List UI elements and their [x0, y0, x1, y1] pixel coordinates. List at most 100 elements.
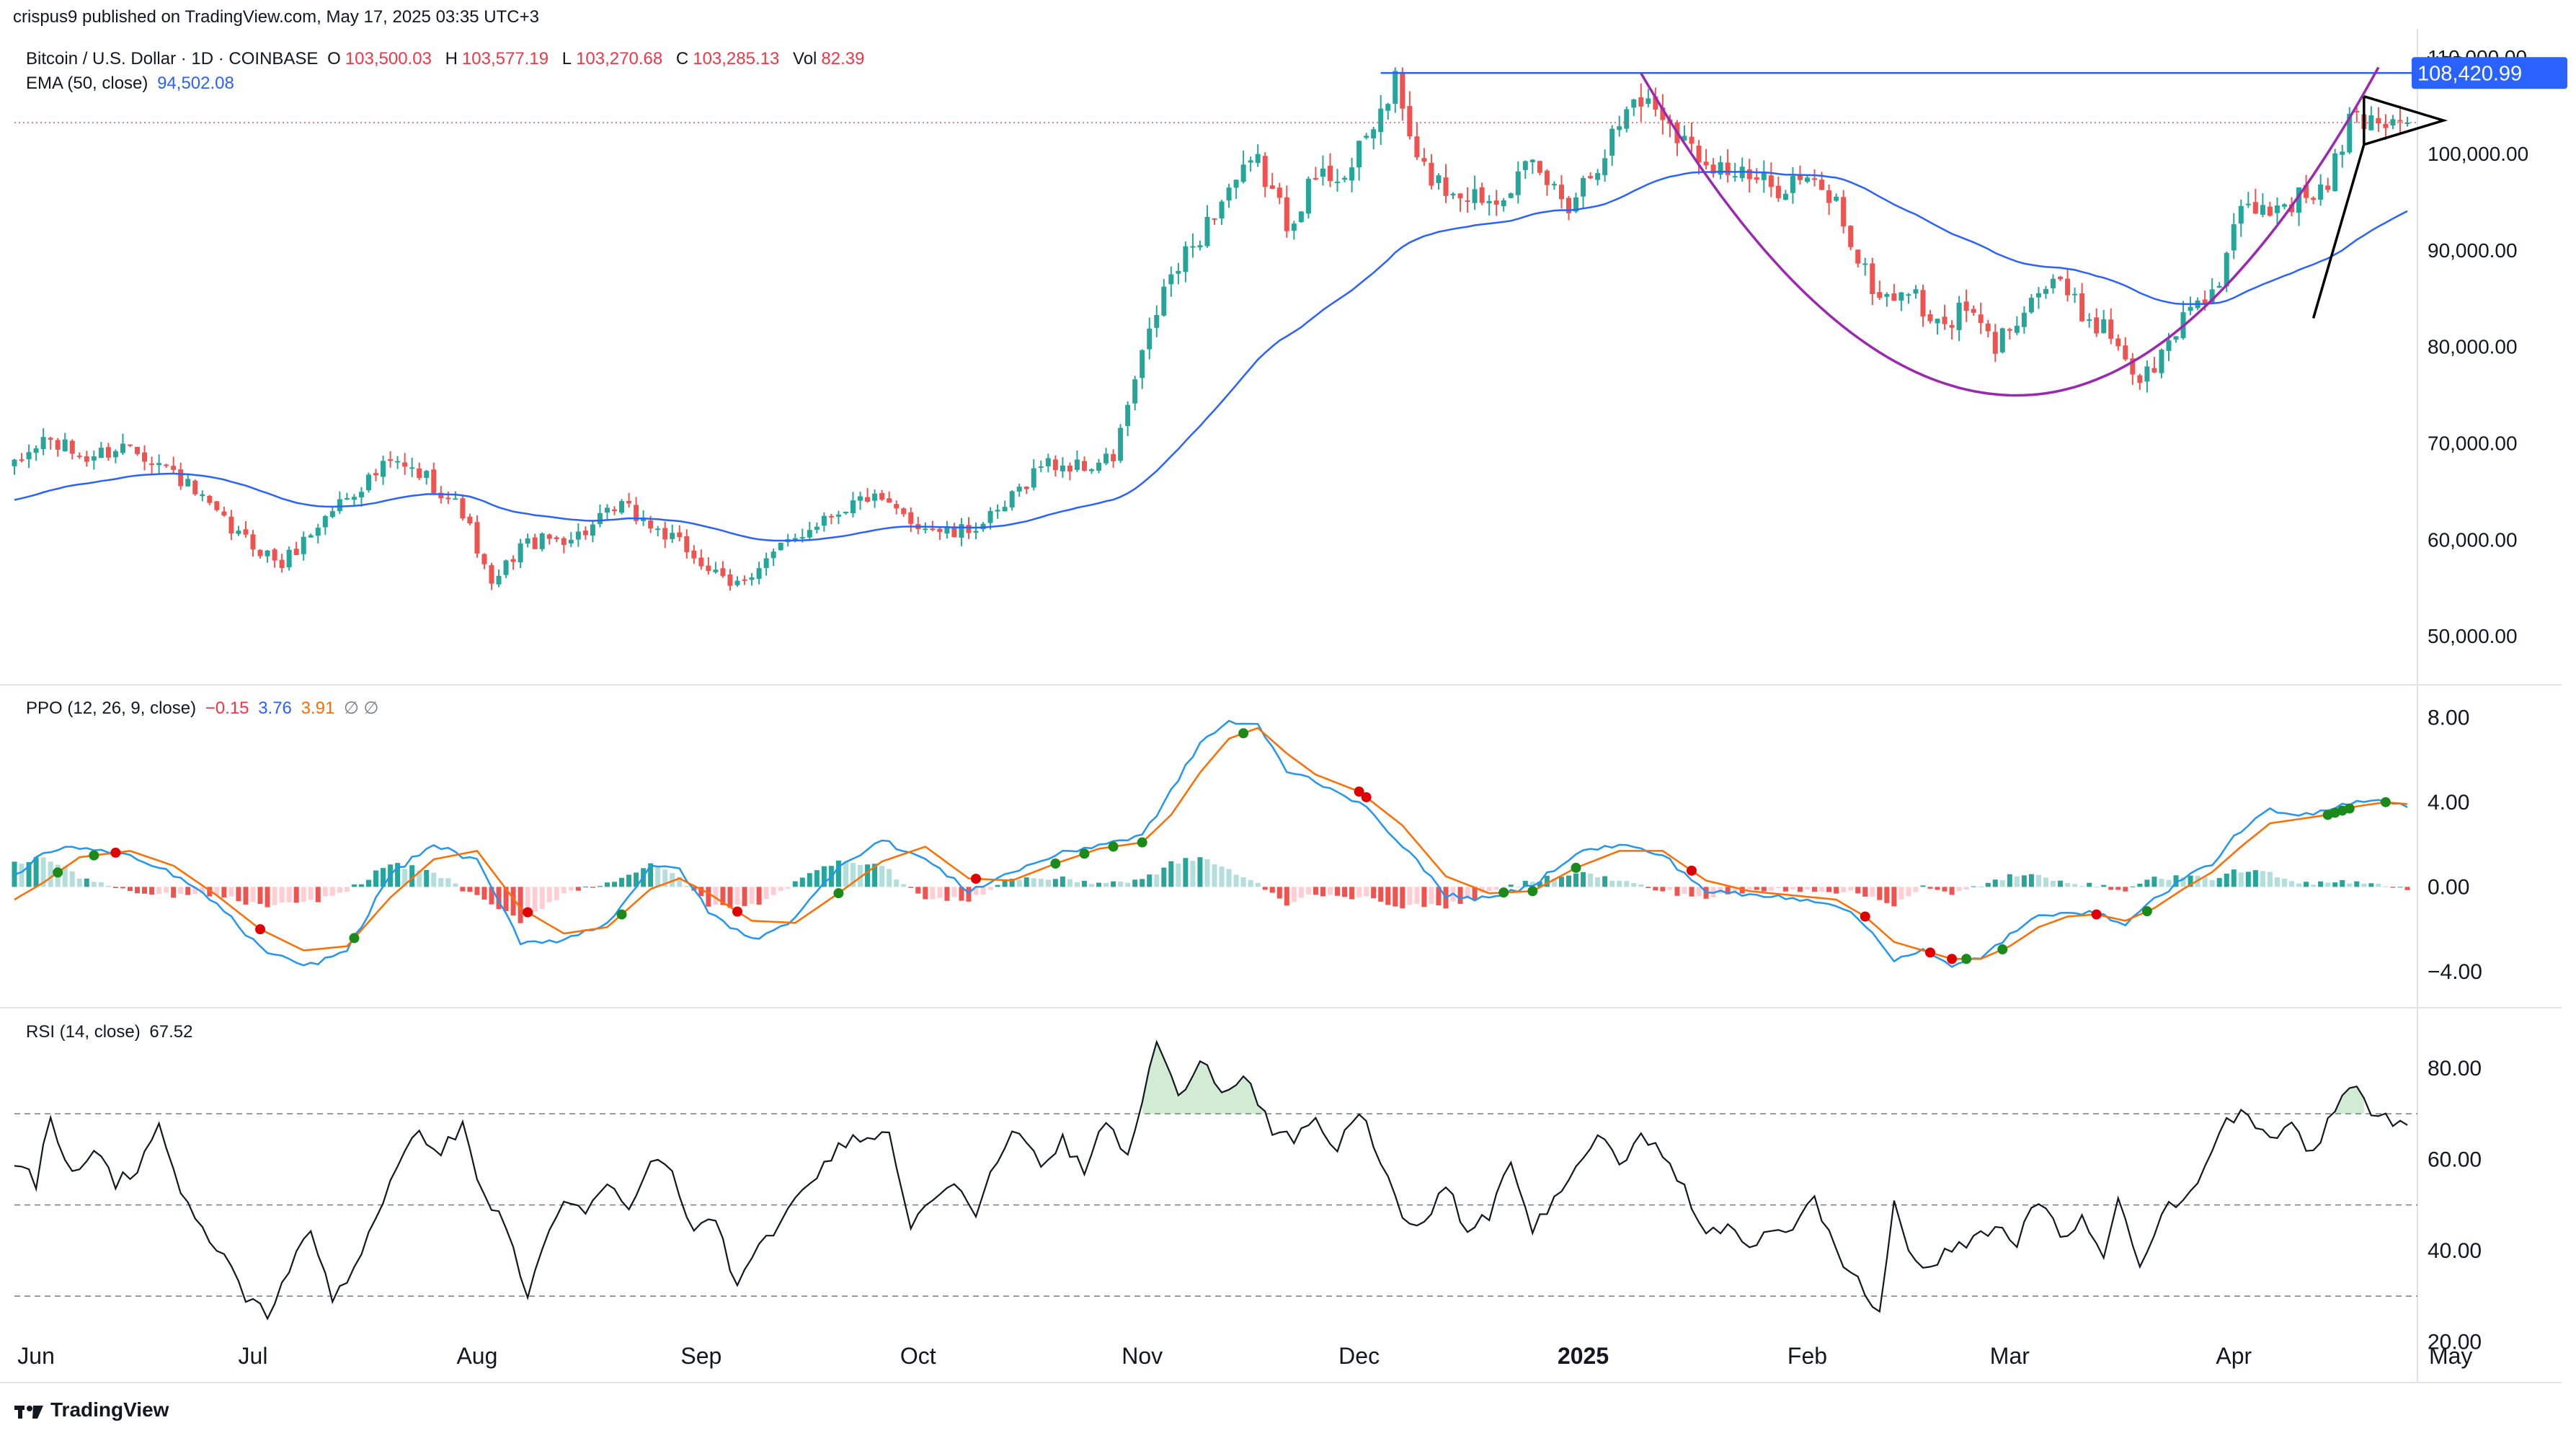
- candle-body: [648, 520, 654, 529]
- candle-body: [417, 468, 422, 478]
- candle-body: [503, 560, 509, 575]
- ppo-hist-bar: [713, 887, 719, 905]
- candle-body: [135, 447, 141, 454]
- candle: [1371, 126, 1377, 150]
- tradingview-footer[interactable]: TradingView: [14, 1398, 169, 1421]
- ppo-hist-bar: [756, 887, 762, 905]
- candle: [1775, 176, 1781, 203]
- candle: [510, 555, 516, 570]
- symbol-label[interactable]: Bitcoin / U.S. Dollar · 1D · COINBASE: [26, 49, 319, 68]
- candle: [337, 491, 342, 514]
- ppo-hist-bar: [1393, 887, 1398, 907]
- candle: [171, 456, 177, 474]
- ppo-pane[interactable]: [12, 719, 2410, 968]
- candle: [1197, 240, 1203, 251]
- candle-body: [438, 492, 444, 499]
- resistance-price-tag: 108,420.99: [2412, 57, 2567, 89]
- candle: [200, 490, 205, 502]
- ppo-hist-bar: [301, 887, 306, 902]
- candle-body: [2094, 317, 2100, 334]
- candle: [655, 525, 661, 537]
- ppo-cross-dot: [833, 888, 844, 899]
- candle: [1168, 266, 1174, 297]
- candle-body: [539, 533, 545, 549]
- candle: [1081, 456, 1087, 472]
- candle: [1768, 162, 1774, 198]
- candle: [1429, 154, 1434, 190]
- candle-body: [2332, 153, 2338, 192]
- candle: [1450, 192, 1456, 200]
- rsi-pane[interactable]: [14, 1039, 2417, 1321]
- candle: [1479, 182, 1485, 205]
- ppo-cross-dot: [1079, 848, 1090, 859]
- ppo-hist-bar: [1645, 887, 1651, 889]
- publisher-header: crispus9 published on TradingView.com, M…: [13, 7, 539, 27]
- candle: [1291, 221, 1297, 240]
- candle: [2281, 203, 2287, 210]
- ppo-hist-bar: [2043, 877, 2048, 887]
- candle-body: [2151, 368, 2157, 373]
- candle-body: [1682, 136, 1687, 141]
- candle: [713, 562, 719, 574]
- ppo-hist-bar: [381, 868, 386, 887]
- candle-body: [1031, 468, 1036, 488]
- ppo-cross-dot: [1997, 944, 2008, 955]
- candle-body: [2065, 278, 2071, 296]
- ppo-hist-bar: [91, 882, 97, 887]
- ppo-hist-bar: [872, 864, 878, 887]
- candle: [120, 433, 125, 456]
- candle-body: [2079, 293, 2085, 321]
- candle: [12, 458, 17, 475]
- candle: [2051, 274, 2056, 294]
- candle-body: [850, 500, 856, 514]
- time-tick-label: Aug: [456, 1343, 497, 1369]
- price-pane[interactable]: [12, 66, 2448, 591]
- ppo-hist-bar: [510, 887, 516, 916]
- rsi-label[interactable]: RSI (14, close): [26, 1022, 141, 1042]
- ppo-hist-bar: [1884, 887, 1890, 903]
- candle: [1140, 349, 1145, 389]
- candle-body: [1443, 177, 1449, 196]
- ppo-hist-bar: [236, 887, 241, 902]
- candle-body: [1385, 104, 1391, 111]
- ppo-hist-bar: [865, 864, 871, 887]
- candle-body: [1168, 274, 1174, 285]
- candle: [1226, 183, 1232, 208]
- ppo-hist-bar: [575, 887, 581, 891]
- candle: [344, 492, 350, 500]
- candle: [1877, 280, 1883, 301]
- ppo-hist-bar: [858, 864, 863, 887]
- candle: [778, 542, 783, 551]
- ppo-hist-bar: [980, 887, 986, 895]
- ppo-hist-bar: [127, 887, 133, 892]
- candle-body: [1081, 461, 1087, 471]
- candle: [1443, 164, 1449, 203]
- ppo-hist-bar: [1378, 887, 1384, 902]
- candle: [2021, 306, 2027, 334]
- candle: [951, 523, 957, 538]
- candle-body: [1327, 165, 1333, 182]
- ppo-label[interactable]: PPO (12, 26, 9, close): [26, 698, 197, 718]
- candle-body: [2296, 187, 2302, 213]
- ppo-line: [14, 719, 2408, 968]
- ppo-cross-dot: [1137, 837, 1147, 848]
- candle: [127, 444, 133, 448]
- candle: [2390, 115, 2396, 130]
- ppo-hist-value: −0.15: [205, 698, 249, 718]
- candle-body: [1052, 459, 1058, 471]
- ppo-cross-dot: [616, 909, 627, 920]
- ppo-hist-bar: [2108, 887, 2114, 890]
- ppo-hist-bar: [1667, 887, 1673, 890]
- ema-50-line: [14, 170, 2408, 542]
- candle: [1060, 457, 1065, 478]
- ppo-hist-bar: [1898, 887, 1904, 900]
- ema-label[interactable]: EMA (50, close): [26, 74, 148, 93]
- candle: [1342, 175, 1348, 182]
- ppo-hist-bar: [539, 887, 545, 910]
- ppo-hist-bar: [1913, 887, 1919, 892]
- candle-body: [2376, 117, 2381, 124]
- candle-body: [98, 448, 104, 458]
- ppo-hist-bar: [944, 887, 950, 901]
- candle: [1718, 156, 1723, 179]
